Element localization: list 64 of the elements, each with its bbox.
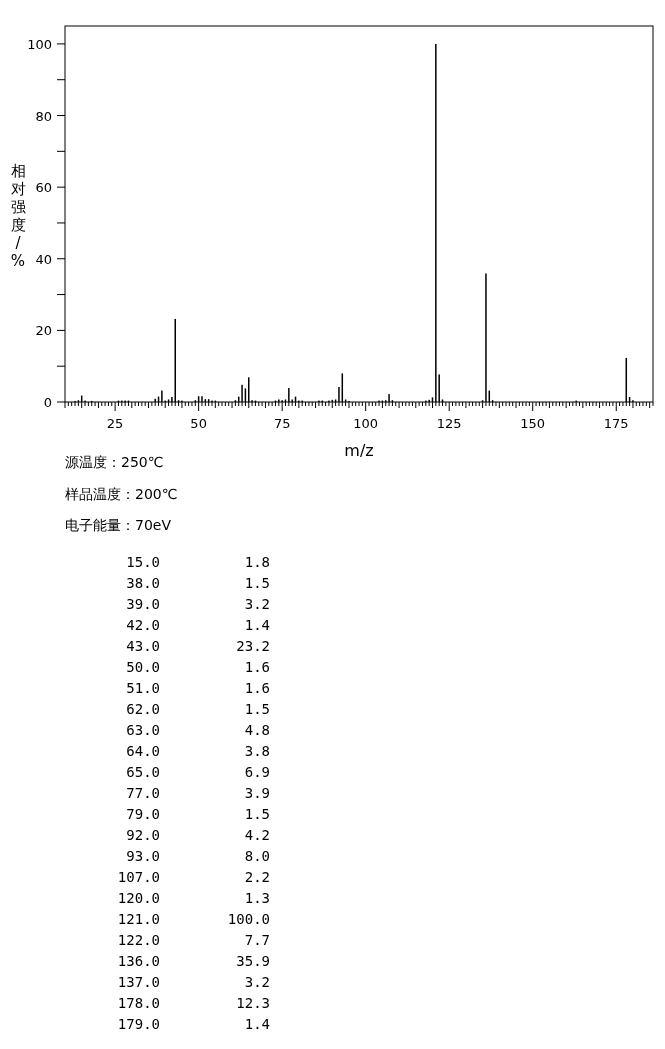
text: 51.0 xyxy=(126,680,160,696)
text: 42.0 xyxy=(126,617,160,633)
text: 23.2 xyxy=(236,638,270,654)
text: 1.3 xyxy=(244,890,270,906)
x-tick-label: 100 xyxy=(353,416,379,431)
text: 50.0 xyxy=(126,659,160,675)
text: 35.9 xyxy=(236,953,270,969)
y-axis-title: 相对强度/% xyxy=(10,162,26,270)
text: 3.8 xyxy=(244,743,270,759)
y-tick-label: 100 xyxy=(27,36,52,52)
text: 64.0 xyxy=(126,743,160,759)
y-tick-label: 20 xyxy=(35,323,52,339)
y-tick-label: 60 xyxy=(35,180,52,196)
x-tick-label: 125 xyxy=(436,416,462,431)
text: 2.2 xyxy=(244,869,270,885)
text: 77.0 xyxy=(126,785,160,801)
text: 4.2 xyxy=(244,827,270,843)
text: 样品温度：200℃ xyxy=(65,485,178,502)
text: 8.0 xyxy=(244,848,270,864)
text: 1.8 xyxy=(244,554,270,570)
text: 1.6 xyxy=(244,680,270,696)
text: 3.9 xyxy=(244,785,270,801)
text: 65.0 xyxy=(126,764,160,780)
x-tick-label: 50 xyxy=(190,416,207,431)
text: 79.0 xyxy=(126,806,160,822)
text: 38.0 xyxy=(126,575,160,591)
text: 3.2 xyxy=(244,974,270,990)
text: 7.7 xyxy=(244,932,270,948)
text: 1.5 xyxy=(244,575,270,591)
text: 121.0 xyxy=(117,911,160,927)
text: 93.0 xyxy=(126,848,160,864)
text: 120.0 xyxy=(117,890,160,906)
text: 1.5 xyxy=(244,701,270,717)
x-axis-title: m/z xyxy=(344,441,374,460)
x-tick-label: 25 xyxy=(106,416,124,431)
text: 4.8 xyxy=(244,722,270,738)
text: 179.0 xyxy=(117,1016,160,1032)
text: 电子能量：70eV xyxy=(65,517,172,533)
text: 136.0 xyxy=(117,953,160,969)
text: 1.4 xyxy=(244,1016,270,1032)
text: 源温度：250℃ xyxy=(65,454,164,470)
text: 178.0 xyxy=(117,995,160,1011)
text: 15.0 xyxy=(126,554,160,570)
y-tick-label: 40 xyxy=(35,251,52,267)
text: 43.0 xyxy=(126,638,160,654)
text: 137.0 xyxy=(117,974,160,990)
text: 1.4 xyxy=(244,617,270,633)
x-tick-label: 175 xyxy=(603,416,629,431)
text: 92.0 xyxy=(126,827,160,843)
text: 1.6 xyxy=(244,659,270,675)
text: 100.0 xyxy=(227,911,270,927)
y-tick-label: 0 xyxy=(43,395,52,410)
text: 1.5 xyxy=(244,806,270,822)
x-tick-label: 75 xyxy=(273,416,291,431)
text: 63.0 xyxy=(126,722,160,738)
text: 3.2 xyxy=(244,596,270,612)
y-tick-label: 80 xyxy=(35,108,52,124)
text: 122.0 xyxy=(117,932,160,948)
text: 39.0 xyxy=(126,596,160,612)
text: 62.0 xyxy=(126,701,160,717)
text: 12.3 xyxy=(236,995,270,1011)
text: 6.9 xyxy=(244,764,270,780)
text: 107.0 xyxy=(117,869,160,885)
x-tick-label: 150 xyxy=(520,416,546,431)
